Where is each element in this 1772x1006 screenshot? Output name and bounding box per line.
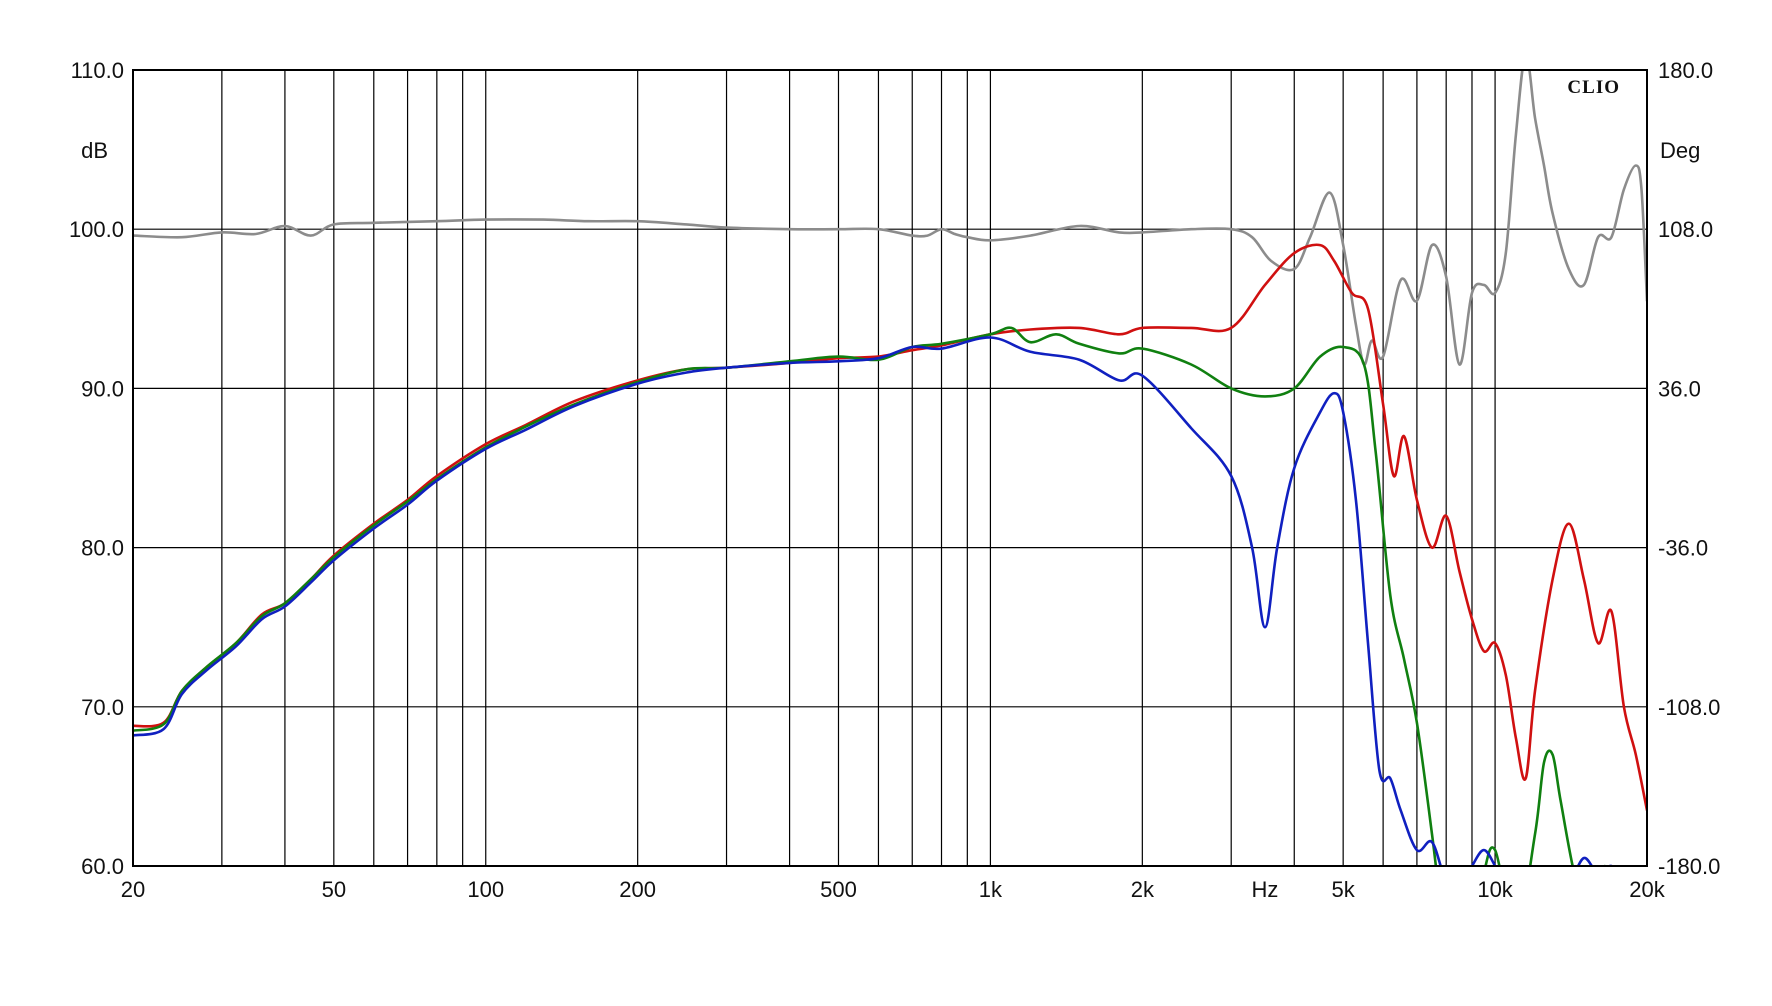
y2-axis-unit-label: Deg — [1660, 138, 1700, 163]
series-green-line — [133, 326, 1607, 866]
x-tick-label: 20 — [121, 877, 145, 902]
y-tick-label: 60.0 — [81, 854, 124, 879]
x-axis-unit-label: Hz — [1252, 877, 1279, 902]
y-tick-label: 90.0 — [81, 376, 124, 401]
x-tick-label: 1k — [979, 877, 1003, 902]
series-blue-line — [133, 336, 1614, 866]
plot-area — [133, 70, 1647, 866]
y2-tick-label: -108.0 — [1658, 695, 1720, 720]
y2-tick-label: 108.0 — [1658, 217, 1713, 242]
axis-labels: dB Deg CLIO 110.0 100.0 90.0 80.0 70.0 60.0 18… — [69, 58, 1720, 902]
x-tick-label: 20k — [1629, 877, 1665, 902]
clio-brand-label: CLIO — [1567, 77, 1620, 98]
x-tick-label: 10k — [1477, 877, 1513, 902]
y2-tick-label: -36.0 — [1658, 536, 1708, 561]
y-axis-unit-label: dB — [81, 138, 108, 163]
y2-tick-label: 36.0 — [1658, 376, 1701, 401]
series-gray-phase-line — [133, 70, 1647, 366]
y-tick-label: 100.0 — [69, 217, 124, 242]
x-tick-label: 500 — [820, 877, 857, 902]
plot-frame — [132, 69, 1648, 867]
x-tick-label: 50 — [322, 877, 346, 902]
x-tick-label: 100 — [467, 877, 504, 902]
y-tick-label: 110.0 — [71, 58, 124, 83]
y-tick-label: 80.0 — [81, 536, 124, 561]
x-tick-label: 2k — [1131, 877, 1155, 902]
x-tick-label: 5k — [1332, 877, 1356, 902]
y-tick-label: 70.0 — [81, 695, 124, 720]
y2-tick-label: -180.0 — [1658, 854, 1720, 879]
x-tick-label: 200 — [619, 877, 656, 902]
y2-tick-label: 180.0 — [1658, 58, 1713, 83]
